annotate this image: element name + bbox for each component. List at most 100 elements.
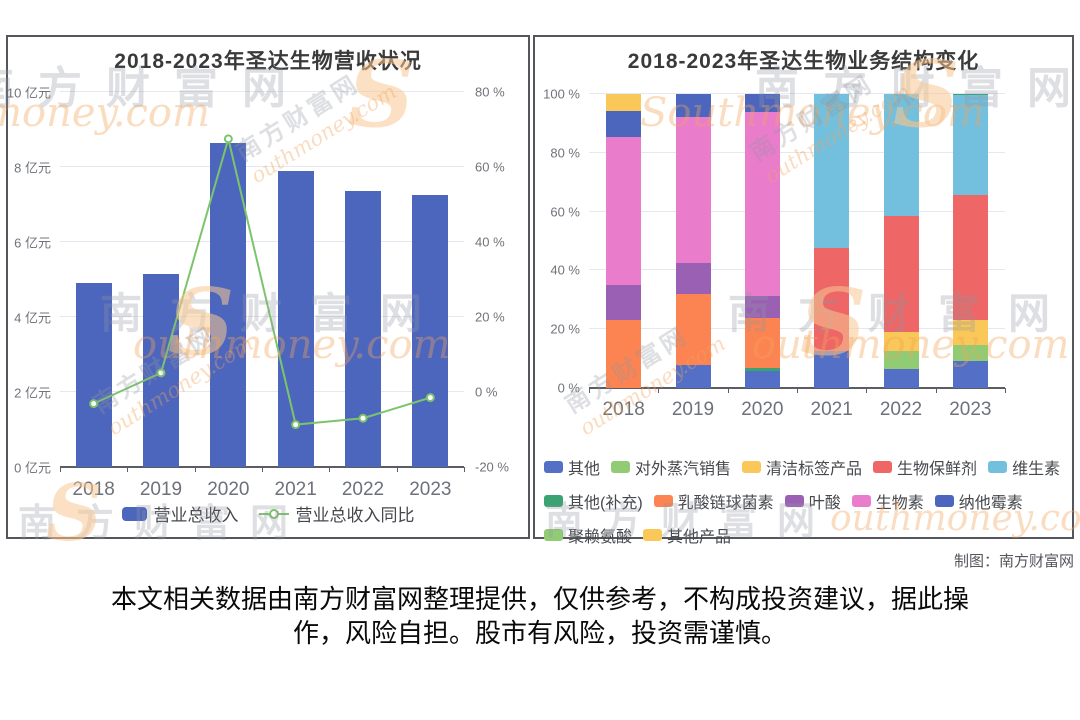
disclaimer-line-2: 作，风险自担。股市有风险，投资需谨慎。: [292, 618, 787, 648]
segment-其他-2021: [814, 350, 850, 388]
y-axis-label: 20 %: [550, 321, 580, 337]
legend-item: 维生素: [988, 455, 1060, 479]
revenue-bar-2020: [210, 142, 247, 467]
revenue-bar-2018: [75, 283, 112, 467]
x-axis-tick: [194, 467, 196, 472]
segment-生物素-2019: [675, 117, 711, 263]
legend-swatch-icon: [611, 461, 631, 473]
legend-label: 其他(补充): [568, 495, 643, 512]
gridline: [60, 91, 464, 92]
yoy-line: [89, 134, 435, 430]
segment-清洁标签产品-2023: [952, 320, 988, 346]
y-axis-label: 100 %: [543, 86, 580, 102]
segment-维生素-2021: [814, 94, 850, 249]
x-axis-tick: [797, 388, 798, 393]
y-axis-label-right: 40 %: [475, 234, 505, 250]
disclaimer-line-1: 本文相关数据由南方财富网整理提供，仅供参考，不构成投资建议，据此操: [110, 584, 969, 614]
segment-其他-2023: [952, 361, 988, 388]
legend-item: 其他: [544, 455, 600, 479]
yoy-point: [156, 368, 166, 378]
legend-item: 叶酸: [784, 489, 841, 513]
segment-乳酸链球菌素-2020: [744, 318, 780, 369]
legend-swatch-icon: [988, 461, 1008, 473]
segment-生物保鲜剂-2021: [814, 248, 850, 351]
revenue-bar-2023: [412, 195, 449, 467]
gridline: [589, 328, 1005, 330]
legend-row: 其他(补充) 乳酸链球菌素 叶酸 生物素 纳他霉素: [544, 489, 1060, 513]
revenue-chart-card: 2018-2023年圣达生物营收状况 0 亿元 -20 % 2 亿元 0 % 4 亿元 2…: [6, 35, 530, 539]
legend-label: 生物保鲜剂: [897, 461, 978, 478]
y-axis-label-left: 8 亿元: [14, 160, 51, 176]
legend-label: 其他: [568, 461, 601, 478]
gridline: [60, 391, 464, 392]
legend-item: 生物素: [851, 489, 924, 513]
segment-生物素-2018: [606, 136, 642, 286]
structure-chart-plot: 0 % 20 % 40 % 60 % 80 % 100 % 2018 2019 2020 2021…: [543, 87, 1006, 420]
y-axis-label: 0 %: [557, 380, 580, 396]
structure-chart-legend: 其他 对外蒸汽销售 清洁标签产品 生物保鲜剂 维生素 其他(补充) 乳酸链球菌素 叶酸 生物素 纳…: [544, 455, 1060, 547]
x-axis-label: 2018: [602, 399, 645, 420]
segment-乳酸链球菌素-2019: [675, 293, 711, 365]
segment-纳他霉素-2019: [675, 94, 711, 118]
legend-swatch-icon: [934, 495, 954, 507]
segment-其他产品-2018: [606, 94, 642, 112]
segment-维生素-2023: [952, 95, 988, 196]
x-axis-label: 2019: [671, 399, 715, 420]
x-axis-label: 2022: [341, 479, 385, 500]
segment-对外蒸汽销售-2022: [883, 350, 919, 370]
y-axis-label-right: -20 %: [475, 459, 509, 475]
y-axis-label-left: 4 亿元: [14, 310, 51, 326]
yoy-point: [425, 393, 435, 403]
structure-chart-card: 2018-2023年圣达生物业务结构变化 0 % 20 % 40 % 60 % 80 %…: [533, 35, 1074, 546]
legend-row: 其他 对外蒸汽销售 清洁标签产品 生物保鲜剂 维生素: [544, 455, 1060, 479]
line-marker-icon: [258, 508, 289, 519]
segment-生物素-2020: [744, 111, 780, 296]
x-axis-tick: [464, 467, 465, 472]
segment-纳他霉素-2020: [744, 94, 780, 112]
legend-item: 聚赖氨酸: [544, 523, 632, 547]
segment-乳酸链球菌素-2018: [606, 320, 642, 388]
y-axis-label-left: 0 亿元: [14, 460, 51, 476]
x-axis-label: 2020: [207, 479, 250, 500]
segment-叶酸-2020: [744, 295, 780, 319]
structure-chart-title: 2018-2023年圣达生物业务结构变化: [627, 50, 980, 73]
x-axis-label: 2019: [139, 479, 183, 500]
segment-其他(补充)-2023: [952, 94, 988, 96]
legend-item: 其他产品: [643, 523, 731, 547]
gridline: [589, 210, 1005, 212]
segment-其他(补充)-2020: [744, 368, 780, 371]
x-axis-label: 2023: [409, 479, 452, 500]
y-axis-label: 40 %: [550, 262, 580, 278]
legend-item-revenue: 营业总收入: [121, 501, 239, 526]
yoy-point: [358, 413, 368, 423]
legend-item: 清洁标签产品: [742, 455, 862, 479]
x-axis-tick: [1005, 388, 1006, 393]
y-axis-label-left: 10 亿元: [6, 85, 51, 101]
gridline: [60, 241, 464, 242]
revenue-bar-2021: [277, 170, 314, 467]
gridline: [589, 93, 1005, 94]
x-axis-label: 2021: [274, 479, 317, 500]
segment-对外蒸汽销售-2023: [952, 345, 988, 362]
x-axis-tick: [658, 388, 660, 393]
disclaimer-text: 本文相关数据由南方财富网整理提供，仅供参考，不构成投资建议，据此操 作，风险自担…: [0, 582, 1080, 650]
legend-label-yoy: 营业总收入同比: [295, 506, 415, 525]
segment-其他-2019: [675, 364, 711, 388]
legend-swatch-icon: [873, 461, 893, 473]
legend-label: 生物素: [875, 495, 924, 512]
x-axis-tick: [329, 467, 331, 472]
yoy-point: [89, 399, 99, 409]
legend-swatch-icon: [544, 495, 563, 507]
y-axis-label-right: 80 %: [475, 84, 505, 100]
x-axis-label: 2022: [879, 399, 923, 420]
segment-叶酸-2019: [675, 262, 711, 294]
segment-维生素-2022: [883, 94, 919, 216]
legend-item-yoy: 营业总收入同比: [258, 501, 415, 526]
y-axis-label: 80 %: [550, 145, 580, 161]
y-axis-label-left: 6 亿元: [14, 235, 51, 251]
yoy-point: [291, 420, 301, 430]
x-axis-tick: [935, 388, 937, 393]
x-axis-tick: [60, 467, 61, 472]
y-axis-label-right: 20 %: [475, 309, 505, 325]
legend-swatch-icon: [544, 461, 563, 473]
